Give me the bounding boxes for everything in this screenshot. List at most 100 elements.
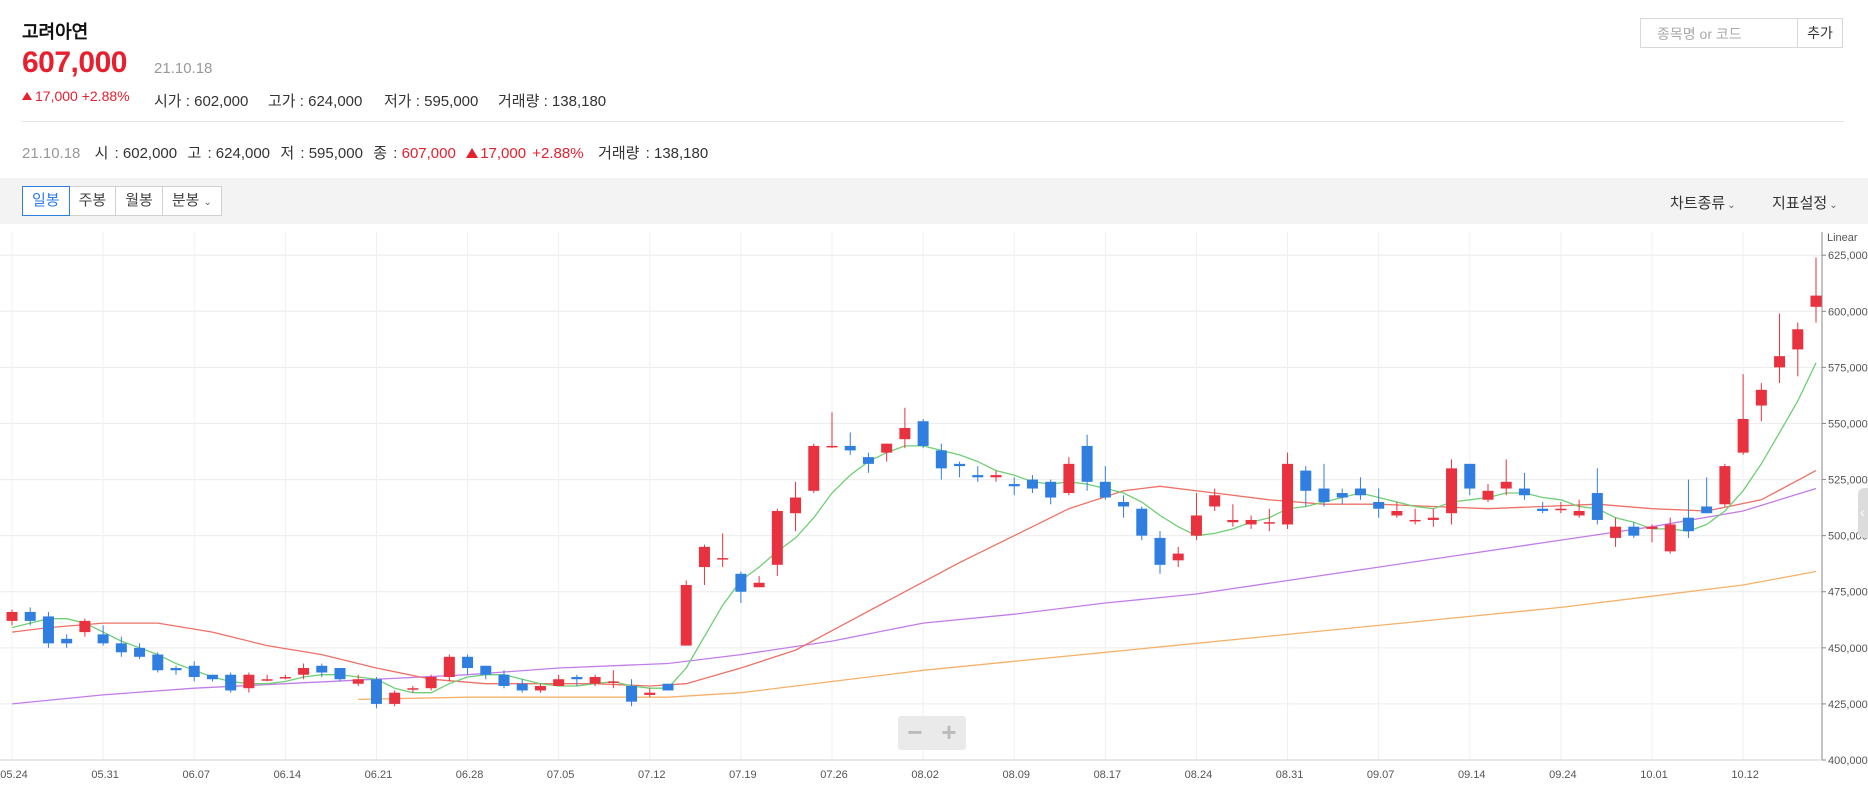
y-tick-label: 400,000 — [1828, 755, 1868, 767]
x-tick-label: 08.02 — [911, 769, 939, 781]
candle-body — [862, 457, 874, 464]
ma20-line — [11, 470, 1817, 687]
candle-body — [1263, 522, 1275, 524]
candle-body — [553, 679, 565, 686]
low-value: 595,000 — [424, 93, 479, 110]
summary-open: 602,000 — [122, 145, 178, 162]
candle-body — [735, 573, 747, 592]
zoom-in-button[interactable]: + — [941, 717, 957, 747]
period-tabs: 일봉 주봉 월봉 분봉 ⌄ — [22, 186, 222, 216]
ma5-line — [11, 362, 1817, 694]
candle-body — [1755, 389, 1767, 406]
candle-body — [225, 674, 237, 691]
summary-change: 17,000 — [480, 145, 527, 162]
stock-search-box — [1640, 18, 1799, 48]
x-tick-label: 08.09 — [1002, 769, 1030, 781]
candle-body — [1409, 519, 1421, 522]
ma60-line — [11, 487, 1817, 705]
x-tick-label: 10.01 — [1640, 769, 1668, 781]
y-tick-label: 625,000 — [1828, 250, 1868, 262]
candle-body — [1227, 519, 1239, 523]
candle-body — [516, 683, 528, 691]
price-change: 17,000 +2.88% — [22, 88, 130, 104]
x-tick-label: 06.21 — [365, 769, 393, 781]
summary-change-pct: +2.88% — [532, 145, 584, 162]
candle-body — [1136, 508, 1148, 536]
candle-body — [298, 668, 310, 675]
candle-body — [170, 668, 182, 671]
candle-body — [334, 668, 346, 680]
high-info: 고가 : 624,000 — [268, 93, 363, 110]
stock-name: 고려아연 — [22, 22, 89, 42]
divider — [22, 121, 1844, 122]
candle-body — [79, 620, 91, 633]
candle-body — [425, 676, 437, 689]
candle-body — [6, 611, 18, 621]
chart-type-dropdown[interactable]: 차트종류 ⌄ — [1670, 192, 1736, 213]
candle-body — [1282, 463, 1294, 525]
candle-body — [279, 676, 291, 679]
candle-body — [1154, 537, 1166, 565]
chevron-down-icon: ⌄ — [203, 197, 212, 208]
candle-body — [790, 497, 802, 514]
x-tick-label: 09.24 — [1549, 769, 1577, 781]
stock-search-input[interactable] — [1655, 20, 1799, 48]
tab-weekly-label: 주봉 — [78, 192, 107, 209]
candle-body — [1446, 468, 1458, 514]
tab-minute[interactable]: 분봉 ⌄ — [162, 186, 222, 216]
candle-body — [1591, 493, 1603, 520]
x-tick-label: 06.14 — [274, 769, 302, 781]
x-tick-label: 09.14 — [1458, 769, 1486, 781]
candle-body — [1701, 506, 1713, 514]
candle-body — [626, 685, 638, 702]
tab-daily-label: 일봉 — [32, 192, 60, 209]
candle-body — [480, 665, 492, 675]
candle-body — [571, 676, 583, 680]
scale-label: Linear — [1827, 232, 1858, 244]
tab-weekly[interactable]: 주봉 — [69, 186, 117, 216]
candle-body — [115, 643, 127, 653]
indicator-settings-dropdown[interactable]: 지표설정 ⌄ — [1772, 192, 1838, 213]
volume-label: 거래량 — [498, 93, 540, 110]
candle-body — [1792, 329, 1804, 350]
open-label: 시가 — [154, 93, 182, 110]
candlestick-chart[interactable]: Linear 400,000 425,000 450,000 475,000 500,00… — [0, 232, 1868, 789]
zoom-out-button[interactable]: − — [907, 717, 923, 747]
add-stock-button[interactable]: 추가 — [1797, 18, 1843, 48]
tab-monthly[interactable]: 월봉 — [116, 186, 163, 216]
y-tick-label: 575,000 — [1828, 362, 1868, 374]
tab-daily[interactable]: 일봉 — [22, 186, 70, 216]
indicator-label: 지표설정 — [1772, 195, 1828, 212]
candle-body — [589, 676, 601, 684]
candle-body — [1245, 519, 1257, 525]
x-tick-label: 09.07 — [1367, 769, 1395, 781]
x-tick-label: 07.19 — [729, 769, 757, 781]
candle-body — [680, 585, 692, 646]
candle-body — [1300, 470, 1312, 491]
candle-body — [771, 510, 783, 565]
candle-body — [698, 546, 710, 568]
high-value: 624,000 — [308, 93, 363, 110]
candle-body — [1664, 524, 1676, 552]
candle-body — [899, 427, 911, 440]
summary-volume: 138,180 — [653, 145, 709, 162]
candle-body — [917, 421, 929, 446]
candle-body — [1391, 510, 1403, 516]
low-label: 저가 — [384, 93, 412, 110]
candle-body — [826, 445, 838, 448]
candle-body — [808, 445, 820, 491]
chart-type-label: 차트종류 — [1670, 195, 1726, 212]
candle-body — [1026, 479, 1038, 489]
candle-body — [1318, 488, 1330, 502]
up-arrow-icon — [22, 92, 32, 100]
candle-body — [1008, 484, 1020, 487]
x-tick-label: 07.05 — [547, 769, 575, 781]
candle-body — [753, 582, 765, 588]
up-triangle-icon — [466, 148, 479, 158]
x-tick-label: 10.12 — [1731, 769, 1759, 781]
side-panel-handle[interactable]: ‹ — [1858, 488, 1868, 538]
candle-body — [1518, 488, 1530, 496]
candle-body — [407, 688, 419, 690]
candle-body — [1810, 295, 1822, 307]
x-tick-label: 05.31 — [91, 769, 119, 781]
